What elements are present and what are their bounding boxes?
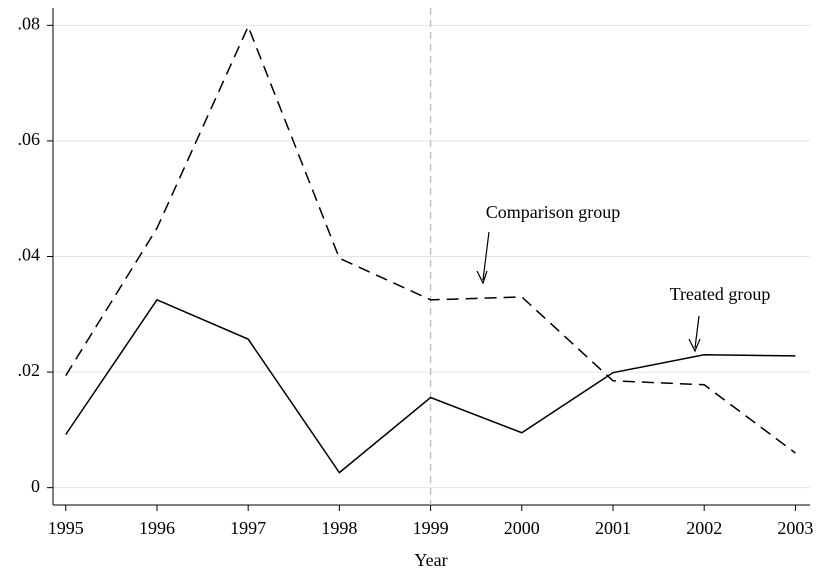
annotation-arrowhead [476, 270, 488, 285]
x-tick-label: 2000 [504, 518, 540, 538]
data-line [65, 24, 796, 454]
y-tick-label: .08 [18, 13, 41, 33]
x-axis-label: Year [414, 550, 447, 570]
annotation: Treated group [670, 284, 771, 304]
x-tick-label: 2003 [777, 518, 813, 538]
annotation-arrow [482, 231, 490, 281]
x-tick-label: 1996 [139, 518, 175, 538]
data-line [65, 298, 796, 474]
x-tick-label: 2001 [595, 518, 631, 538]
x-tick-label: 1997 [230, 518, 266, 538]
x-tick-label: 1999 [413, 518, 449, 538]
x-tick-label: 1995 [48, 518, 84, 538]
y-tick-label: .02 [18, 360, 41, 380]
x-tick-label: 2002 [686, 518, 722, 538]
annotation-arrow [694, 315, 700, 349]
annotation-arrowhead [688, 338, 701, 353]
y-tick-label: 0 [31, 476, 40, 496]
x-tick-label: 1998 [321, 518, 357, 538]
y-tick-label: .06 [18, 129, 41, 149]
y-tick-label: .04 [18, 245, 41, 265]
annotation: Comparison group [486, 202, 621, 222]
